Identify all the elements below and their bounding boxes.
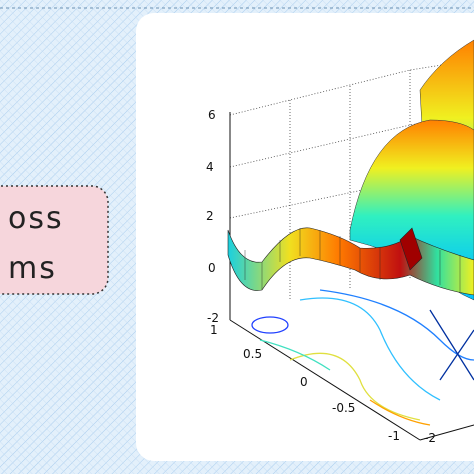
z-tick-label: 6: [208, 108, 216, 122]
z-tick-label: 4: [206, 160, 214, 174]
y-tick-label: 1: [210, 323, 218, 337]
label-box: [0, 185, 109, 295]
surface-peak: [399, 227, 423, 271]
y-tick-label: -0.5: [332, 401, 355, 415]
label-line: oss: [8, 201, 64, 236]
label-line: ms: [8, 251, 57, 286]
z-tick-label: -2: [207, 311, 219, 325]
x-tick-label: -2: [424, 431, 436, 445]
z-tick-label: 2: [206, 209, 214, 223]
mesh: [244, 228, 461, 292]
y-tick-label: -1: [388, 429, 400, 443]
y-tick-label: 0.5: [243, 347, 262, 361]
y-tick-label: 0: [300, 375, 308, 389]
z-tick-label: 0: [208, 261, 216, 275]
contours: [251, 289, 474, 426]
